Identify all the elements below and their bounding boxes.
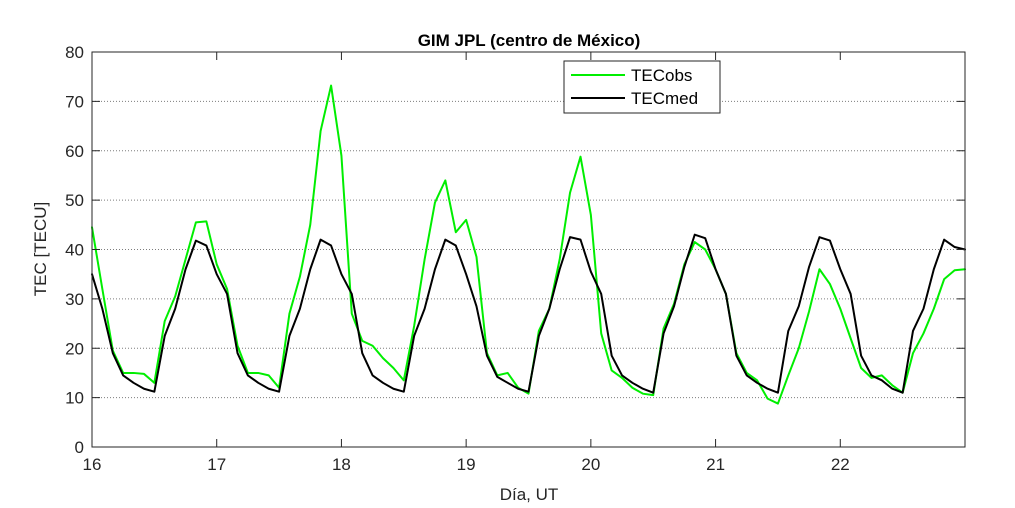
x-tick-label: 22 (831, 455, 850, 474)
legend-box (563, 60, 721, 114)
series-line-tecobs (91, 84, 966, 405)
x-tick-label: 18 (332, 455, 351, 474)
y-tick-label: 30 (65, 290, 84, 309)
x-axis-label: Día, UT (500, 485, 559, 504)
y-axis-label: TEC [TECU] (31, 202, 50, 296)
tick-labels: 0 10 20 30 40 50 60 70 80 16 17 18 19 20 21 22 (65, 43, 850, 474)
series-line-tecmed (91, 233, 966, 394)
y-tick-label: 60 (65, 142, 84, 161)
axis-ticks (91, 51, 965, 448)
x-tick-label: 20 (581, 455, 600, 474)
y-tick-label: 20 (65, 339, 84, 358)
y-tick-label: 70 (65, 92, 84, 111)
y-tick-label: 40 (65, 241, 84, 260)
chart-title: GIM JPL (centro de México) (418, 31, 641, 50)
y-tick-label: 50 (65, 191, 84, 210)
legend-label-tecmed: TECmed (631, 89, 698, 108)
y-tick-label: 10 (65, 389, 84, 408)
legend-label-tecobs: TECobs (631, 66, 692, 85)
y-tick-label: 80 (65, 43, 84, 62)
x-tick-label: 21 (706, 455, 725, 474)
plot-area (92, 52, 965, 447)
y-tick-label: 0 (75, 438, 84, 457)
x-tick-label: 19 (457, 455, 476, 474)
x-tick-label: 17 (207, 455, 226, 474)
legend: TECobs TECmed (563, 60, 721, 114)
series-layer (91, 84, 966, 405)
x-tick-label: 16 (83, 455, 102, 474)
